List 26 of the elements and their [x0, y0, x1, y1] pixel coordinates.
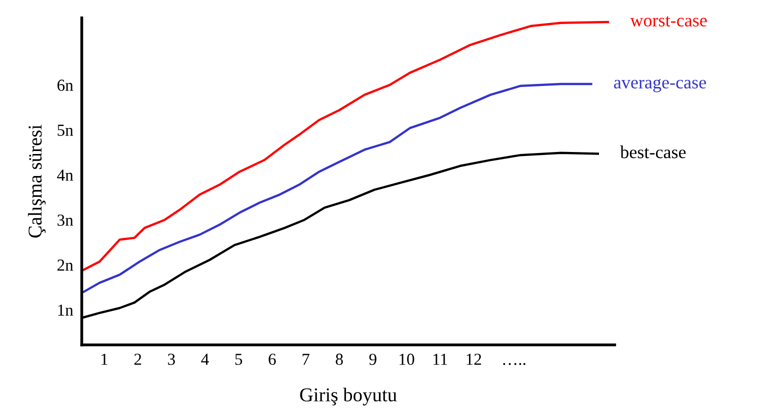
y-tick-label: 1n	[58, 304, 74, 316]
y-tick-label: 2n	[57, 260, 74, 271]
y-tick-label: 4n	[57, 170, 74, 181]
x-axis-title: Giriş boyutu	[300, 388, 397, 406]
y-axis-title: Çalışma süresi	[28, 124, 46, 238]
series-label: best-case	[620, 146, 686, 158]
x-tick-label: 5	[235, 354, 242, 365]
y-tick-label: 5n	[58, 124, 74, 136]
line-series	[82, 82, 592, 293]
x-tick-label: 8	[336, 354, 343, 365]
y-tick-label: 3n	[58, 214, 74, 226]
x-tick-label: 4	[201, 354, 209, 365]
x-tick-label: 10	[400, 354, 414, 365]
y-tick-label: 6n	[57, 80, 74, 91]
x-tick-label: 11	[434, 354, 448, 365]
x-tick-label: 6	[268, 354, 276, 365]
x-tick-label: 9	[369, 354, 376, 365]
line-series	[82, 20, 610, 271]
x-tick-label: 7	[302, 354, 310, 365]
x-tick-label: 3	[168, 354, 175, 365]
x-tick-label: 1	[102, 354, 108, 365]
series-label: worst-case	[630, 16, 707, 26]
x-tick-label: 2	[134, 354, 142, 365]
x-tick-label: …..	[503, 363, 526, 365]
series-label: average-case	[614, 79, 706, 92]
x-tick-label: 12	[466, 354, 482, 365]
